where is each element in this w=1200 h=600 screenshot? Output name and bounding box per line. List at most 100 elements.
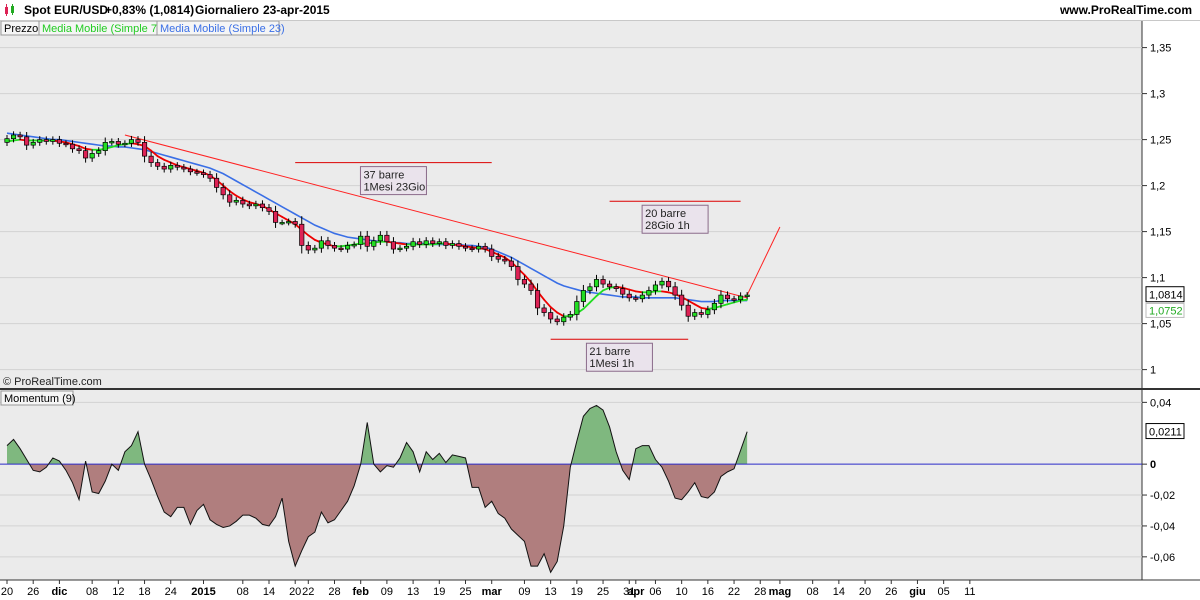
price-tick-label: 1,3	[1150, 89, 1165, 101]
momentum-positive-area	[7, 405, 748, 465]
time-tick-label: 08	[237, 586, 249, 598]
time-tick-label: 06	[649, 586, 661, 598]
ma7-segment	[726, 301, 735, 306]
ma7-segment	[739, 298, 749, 302]
time-tick-label: 09	[518, 586, 530, 598]
candle-body	[135, 139, 141, 143]
candle-body	[633, 297, 639, 300]
time-tick-label: 22	[302, 586, 314, 598]
ma7-segment	[281, 215, 290, 222]
momentum-label-box[interactable]	[0, 390, 74, 406]
candle-body	[220, 187, 226, 196]
change: +0,83% (1,0814)	[105, 3, 195, 17]
candle-body	[155, 162, 161, 167]
time-tick-label: 12	[112, 586, 124, 598]
candle-body	[194, 171, 200, 174]
time-tick-label: 18	[138, 586, 150, 598]
candle-body	[174, 165, 180, 168]
candle-body	[404, 245, 410, 249]
ma7-segment	[163, 158, 172, 164]
candle-body	[482, 245, 488, 250]
time-tick-label: giu	[909, 586, 926, 598]
momentum-tick-label: -0,06	[1150, 552, 1175, 564]
candle-body	[587, 286, 593, 291]
candle-body	[286, 221, 292, 224]
time-tick-label: 20	[289, 586, 301, 598]
ma7-segment	[733, 299, 742, 304]
measure-label-box	[585, 342, 653, 372]
time-tick-label: 26	[27, 586, 39, 598]
legend-ma23-box[interactable]	[156, 20, 280, 36]
momentum-tick-label: -0,04	[1150, 521, 1175, 533]
candle-body	[4, 138, 10, 143]
candle-body	[187, 168, 193, 173]
measure-label-time: 1Mesi 23Gio	[363, 182, 425, 194]
time-tick-label: mar	[482, 586, 503, 598]
ma7-segment	[634, 290, 644, 294]
candle-body	[292, 221, 298, 225]
candle-body	[76, 148, 82, 151]
ma7-segment	[687, 299, 696, 306]
ma23-line	[6, 132, 748, 303]
time-tick-label: 09	[381, 586, 393, 598]
candle-body	[626, 293, 632, 299]
candle-body	[240, 199, 246, 205]
candle-body	[567, 314, 573, 318]
candle-body	[462, 245, 469, 249]
time-tick-label: 28	[328, 586, 340, 598]
time-tick-label: 19	[571, 586, 583, 598]
candle-body	[351, 244, 357, 247]
candle-body	[168, 165, 174, 170]
date: 23-apr-2015	[263, 3, 330, 17]
ma7-segment	[556, 311, 565, 318]
candle-body	[102, 142, 108, 151]
candle-body	[646, 290, 652, 296]
candle-body	[37, 139, 43, 143]
candle-body	[142, 142, 148, 157]
candle-body	[161, 165, 167, 170]
candle-body	[259, 203, 266, 209]
ma7-segment	[693, 303, 703, 309]
ma7-segment	[84, 147, 94, 151]
candle-body	[574, 301, 580, 315]
candle-body	[390, 241, 397, 250]
ma7-segment	[523, 273, 532, 284]
ma7-segment	[235, 194, 244, 201]
candle-body	[508, 260, 514, 267]
candle-body	[279, 222, 285, 225]
candle-body	[24, 136, 30, 146]
candle-body	[652, 284, 659, 291]
ma7-segment	[78, 145, 87, 150]
ma7-segment	[543, 298, 552, 308]
ma7-segment	[621, 286, 631, 291]
momentum-label: Momentum (9)	[4, 393, 76, 405]
candle-body	[548, 312, 554, 320]
candle-body	[456, 243, 462, 247]
price-tick-label: 1,2	[1150, 181, 1165, 193]
ma23-badge	[1145, 302, 1185, 318]
time-tick-label: 25	[459, 586, 471, 598]
candle-body	[200, 172, 207, 175]
time-tick-label: feb	[352, 586, 369, 598]
time-tick-label: 31	[623, 586, 635, 598]
time-tick-label: 22	[728, 586, 740, 598]
candle-body	[731, 298, 737, 301]
time-tick-label: 14	[833, 586, 845, 598]
candle-body	[469, 247, 475, 251]
candle-body	[685, 304, 691, 317]
copyright: © ProRealTime.com	[3, 376, 102, 388]
candle-body	[227, 194, 233, 203]
price-tick-label: 1,05	[1150, 319, 1171, 331]
site-link[interactable]: www.ProRealTime.com	[1059, 3, 1192, 17]
candle-body	[96, 150, 102, 154]
measure-label-bars: 20 barre	[645, 208, 686, 220]
ma7-segment	[602, 286, 611, 292]
candle-body	[613, 286, 619, 289]
candle-body	[69, 143, 76, 150]
momentum-negative-area	[29, 464, 736, 573]
candle-body	[724, 294, 731, 300]
price-tick-label: 1,35	[1150, 43, 1171, 55]
legend-ma7: Media Mobile (Simple 7)	[42, 23, 161, 35]
price-tick-label: 1	[1150, 365, 1156, 377]
